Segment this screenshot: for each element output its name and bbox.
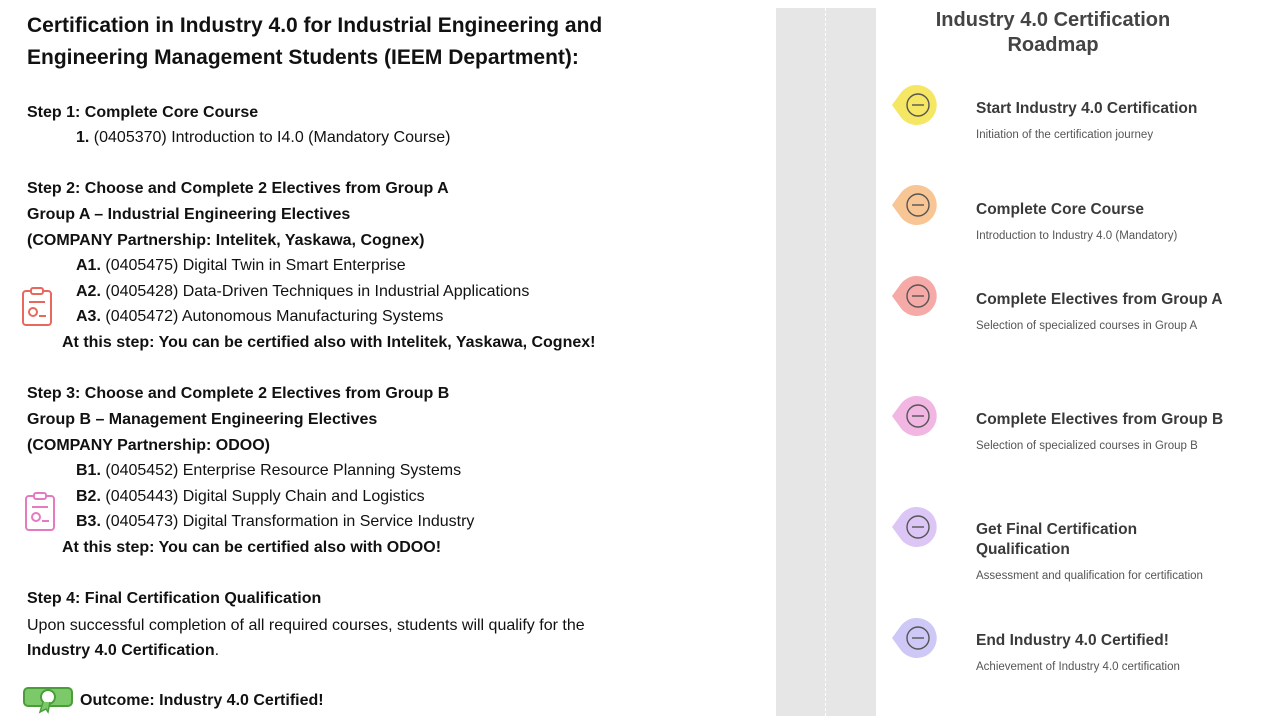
item-description: Assessment and qualification for certifi… bbox=[976, 570, 1203, 582]
body-text: Upon successful completion of all requir… bbox=[27, 617, 585, 634]
text-line: A1. (0405475) Digital Twin in Smart Ente… bbox=[76, 254, 406, 278]
text-line: B1. (0405452) Enterprise Resource Planni… bbox=[76, 459, 461, 483]
partnership: (COMPANY Partnership: Intelitek, Yaskawa… bbox=[27, 232, 425, 249]
course-name: (0405452) Enterprise Resource Planning S… bbox=[105, 462, 462, 479]
item-title: Get Final Certification Qualification bbox=[976, 521, 1138, 558]
text-line: Group A – Industrial Engineering Electiv… bbox=[27, 203, 350, 227]
course-name: (0405443) Digital Supply Chain and Logis… bbox=[105, 487, 425, 505]
text-line: (COMPANY Partnership: Intelitek, Yaskawa… bbox=[27, 229, 424, 253]
step-icon bbox=[892, 507, 937, 547]
icon-glyph bbox=[906, 93, 930, 117]
roadmap-item: Start Industry 4.0 Certification Initiati… bbox=[976, 99, 1226, 143]
step-icon bbox=[892, 618, 937, 658]
icon-glyph bbox=[906, 515, 930, 539]
item-title: Start Industry 4.0 Certification bbox=[976, 100, 1198, 117]
item-description: Achievement of Industry 4.0 certificatio… bbox=[976, 661, 1180, 673]
roadmap-item: Complete Electives from Group B Selection… bbox=[976, 410, 1226, 454]
text-line: At this step: You can be certified also … bbox=[62, 331, 595, 355]
text-line: At this step: You can be certified also … bbox=[62, 536, 441, 560]
body-text: . bbox=[214, 642, 220, 659]
course-code: A2. bbox=[76, 282, 101, 300]
roadmap-item: End Industry 4.0 Certified! Achievement o… bbox=[976, 631, 1226, 675]
course-name: (0405473) Digital Transformation in Serv… bbox=[105, 513, 475, 530]
course-name: (0405475) Digital Twin in Smart Enterpri… bbox=[105, 257, 406, 274]
item-title: End Industry 4.0 Certified! bbox=[976, 632, 1169, 649]
step-icon bbox=[892, 85, 937, 125]
step-icon bbox=[892, 276, 937, 316]
course-code: B1. bbox=[76, 462, 101, 479]
item-description: Selection of specialized courses in Grou… bbox=[976, 320, 1198, 332]
text-line: Outcome: Industry 4.0 Certified! bbox=[80, 689, 324, 713]
outcome: Outcome: Industry 4.0 Certified! bbox=[80, 692, 324, 709]
course-code: 1. bbox=[76, 129, 90, 146]
text-line: 1. (0405370) Introduction to I4.0 (Manda… bbox=[76, 126, 450, 150]
clipboard-icon bbox=[25, 492, 55, 531]
roadmap-item: Complete Electives from Group A Selection… bbox=[976, 290, 1226, 334]
clipboard-icon bbox=[22, 287, 52, 326]
text-line: (COMPANY Partnership: ODOO) bbox=[27, 434, 270, 458]
slide-title: Certification in Industry 4.0 for Indust… bbox=[27, 14, 603, 69]
course-code: B3. bbox=[76, 513, 101, 530]
step-icon bbox=[892, 185, 937, 225]
text-line: Step 2: Choose and Complete 2 Electives … bbox=[27, 177, 449, 201]
item-title: Complete Electives from Group B bbox=[976, 411, 1224, 428]
course-name: (0405428) Data-Driven Techniques in Indu… bbox=[105, 282, 530, 300]
icon-glyph bbox=[906, 626, 930, 650]
icon-glyph bbox=[906, 193, 930, 217]
step-heading: Step 2: Choose and Complete 2 Electives … bbox=[27, 180, 449, 197]
step-heading: Step 4: Final Certification Qualificatio… bbox=[27, 590, 322, 607]
text-line: A3. (0405472) Autonomous Manufacturing S… bbox=[76, 305, 443, 329]
text-line: Step 4: Final Certification Qualificatio… bbox=[27, 587, 321, 611]
course-code: B2. bbox=[76, 487, 101, 505]
course-name: (0405370) Introduction to I4.0 (Mandator… bbox=[93, 129, 451, 146]
course-name: (0405472) Autonomous Manufacturing Syste… bbox=[105, 308, 444, 325]
step-body: Upon successful completion of all requir… bbox=[27, 613, 602, 663]
body-emphasis: Industry 4.0 Certification bbox=[27, 642, 215, 659]
step-heading: Step 1: Complete Core Course bbox=[27, 104, 259, 121]
group-name: Group B – Management Engineering Electiv… bbox=[27, 411, 378, 428]
certificate-icon bbox=[23, 687, 73, 714]
item-description: Selection of specialized courses in Grou… bbox=[976, 440, 1198, 452]
step-note: At this step: You can be certified also … bbox=[62, 334, 596, 351]
decorative-strip bbox=[776, 8, 876, 716]
decorative-line bbox=[825, 8, 826, 716]
course-code: A1. bbox=[76, 257, 101, 274]
text-line: A2. (0405428) Data-Driven Techniques in … bbox=[76, 280, 529, 304]
icon-glyph bbox=[906, 404, 930, 428]
step-note: At this step: You can be certified also … bbox=[62, 539, 442, 556]
text-line: Group B – Management Engineering Electiv… bbox=[27, 408, 377, 432]
text-line: B3. (0405473) Digital Transformation in … bbox=[76, 510, 474, 534]
step-heading: Step 3: Choose and Complete 2 Electives … bbox=[27, 385, 450, 402]
icon-glyph bbox=[906, 284, 930, 308]
group-name: Group A – Industrial Engineering Electiv… bbox=[27, 206, 351, 223]
item-description: Initiation of the certification journey bbox=[976, 129, 1154, 141]
roadmap-title: Industry 4.0 Certification Roadmap bbox=[935, 9, 1171, 56]
text-line: Step 3: Choose and Complete 2 Electives … bbox=[27, 382, 449, 406]
text-line: Step 1: Complete Core Course bbox=[27, 101, 258, 125]
item-title: Complete Electives from Group A bbox=[976, 291, 1223, 308]
text-line: B2. (0405443) Digital Supply Chain and L… bbox=[76, 485, 425, 509]
item-title: Complete Core Course bbox=[976, 201, 1144, 218]
step-icon bbox=[892, 396, 937, 436]
roadmap-item: Complete Core Course Introduction to Indu… bbox=[976, 200, 1226, 244]
roadmap-item: Get Final Certification Qualification Ass… bbox=[976, 520, 1226, 584]
item-description: Introduction to Industry 4.0 (Mandatory) bbox=[976, 230, 1178, 242]
course-code: A3. bbox=[76, 308, 101, 325]
partnership: (COMPANY Partnership: ODOO) bbox=[27, 437, 270, 454]
